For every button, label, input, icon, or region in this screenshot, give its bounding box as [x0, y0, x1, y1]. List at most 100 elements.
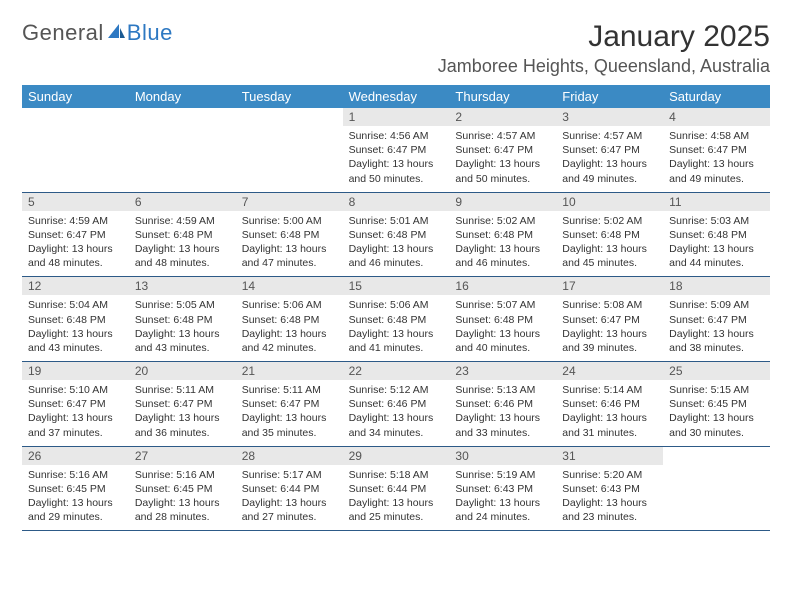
week-row: 19Sunrise: 5:10 AM Sunset: 6:47 PM Dayli… — [22, 362, 770, 447]
day-number: 4 — [663, 108, 770, 126]
day-detail: Sunrise: 5:06 AM Sunset: 6:48 PM Dayligh… — [236, 295, 343, 361]
day-header-wed: Wednesday — [343, 85, 450, 108]
day-cell: 7Sunrise: 5:00 AM Sunset: 6:48 PM Daylig… — [236, 193, 343, 277]
day-detail: Sunrise: 4:58 AM Sunset: 6:47 PM Dayligh… — [663, 126, 770, 192]
day-cell — [22, 108, 129, 192]
day-number: 5 — [22, 193, 129, 211]
day-cell: 2Sunrise: 4:57 AM Sunset: 6:47 PM Daylig… — [449, 108, 556, 192]
day-detail: Sunrise: 5:12 AM Sunset: 6:46 PM Dayligh… — [343, 380, 450, 446]
day-cell — [129, 108, 236, 192]
day-cell: 1Sunrise: 4:56 AM Sunset: 6:47 PM Daylig… — [343, 108, 450, 192]
day-cell: 9Sunrise: 5:02 AM Sunset: 6:48 PM Daylig… — [449, 193, 556, 277]
day-cell: 28Sunrise: 5:17 AM Sunset: 6:44 PM Dayli… — [236, 447, 343, 531]
day-cell: 5Sunrise: 4:59 AM Sunset: 6:47 PM Daylig… — [22, 193, 129, 277]
day-cell: 3Sunrise: 4:57 AM Sunset: 6:47 PM Daylig… — [556, 108, 663, 192]
day-number: 21 — [236, 362, 343, 380]
day-number: 12 — [22, 277, 129, 295]
day-cell: 13Sunrise: 5:05 AM Sunset: 6:48 PM Dayli… — [129, 277, 236, 361]
day-cell: 26Sunrise: 5:16 AM Sunset: 6:45 PM Dayli… — [22, 447, 129, 531]
day-number: 8 — [343, 193, 450, 211]
day-number: 25 — [663, 362, 770, 380]
day-number — [663, 447, 770, 465]
day-cell: 11Sunrise: 5:03 AM Sunset: 6:48 PM Dayli… — [663, 193, 770, 277]
day-number: 9 — [449, 193, 556, 211]
day-number: 24 — [556, 362, 663, 380]
day-header-sat: Saturday — [663, 85, 770, 108]
day-detail: Sunrise: 5:04 AM Sunset: 6:48 PM Dayligh… — [22, 295, 129, 361]
calendar: Sunday Monday Tuesday Wednesday Thursday… — [22, 85, 770, 531]
day-detail: Sunrise: 5:20 AM Sunset: 6:43 PM Dayligh… — [556, 465, 663, 531]
day-cell — [236, 108, 343, 192]
day-detail: Sunrise: 5:17 AM Sunset: 6:44 PM Dayligh… — [236, 465, 343, 531]
day-detail: Sunrise: 5:05 AM Sunset: 6:48 PM Dayligh… — [129, 295, 236, 361]
week-row: 5Sunrise: 4:59 AM Sunset: 6:47 PM Daylig… — [22, 193, 770, 278]
day-number: 30 — [449, 447, 556, 465]
day-detail: Sunrise: 5:15 AM Sunset: 6:45 PM Dayligh… — [663, 380, 770, 446]
day-header-thu: Thursday — [449, 85, 556, 108]
day-cell: 12Sunrise: 5:04 AM Sunset: 6:48 PM Dayli… — [22, 277, 129, 361]
day-cell: 29Sunrise: 5:18 AM Sunset: 6:44 PM Dayli… — [343, 447, 450, 531]
day-cell: 14Sunrise: 5:06 AM Sunset: 6:48 PM Dayli… — [236, 277, 343, 361]
day-detail: Sunrise: 5:11 AM Sunset: 6:47 PM Dayligh… — [129, 380, 236, 446]
day-number: 27 — [129, 447, 236, 465]
day-number: 14 — [236, 277, 343, 295]
day-number — [129, 108, 236, 126]
day-detail: Sunrise: 4:56 AM Sunset: 6:47 PM Dayligh… — [343, 126, 450, 192]
location: Jamboree Heights, Queensland, Australia — [438, 56, 770, 77]
logo-sail-icon — [106, 20, 126, 46]
day-detail: Sunrise: 5:03 AM Sunset: 6:48 PM Dayligh… — [663, 211, 770, 277]
day-detail: Sunrise: 5:09 AM Sunset: 6:47 PM Dayligh… — [663, 295, 770, 361]
day-number: 18 — [663, 277, 770, 295]
day-detail — [236, 126, 343, 182]
day-number: 28 — [236, 447, 343, 465]
day-detail: Sunrise: 5:00 AM Sunset: 6:48 PM Dayligh… — [236, 211, 343, 277]
day-cell: 18Sunrise: 5:09 AM Sunset: 6:47 PM Dayli… — [663, 277, 770, 361]
day-number: 2 — [449, 108, 556, 126]
day-number: 13 — [129, 277, 236, 295]
day-detail: Sunrise: 5:18 AM Sunset: 6:44 PM Dayligh… — [343, 465, 450, 531]
day-detail: Sunrise: 5:02 AM Sunset: 6:48 PM Dayligh… — [556, 211, 663, 277]
day-number: 16 — [449, 277, 556, 295]
week-row: 12Sunrise: 5:04 AM Sunset: 6:48 PM Dayli… — [22, 277, 770, 362]
day-number: 31 — [556, 447, 663, 465]
day-detail: Sunrise: 5:07 AM Sunset: 6:48 PM Dayligh… — [449, 295, 556, 361]
day-cell: 8Sunrise: 5:01 AM Sunset: 6:48 PM Daylig… — [343, 193, 450, 277]
day-number: 11 — [663, 193, 770, 211]
day-number — [236, 108, 343, 126]
day-detail: Sunrise: 4:57 AM Sunset: 6:47 PM Dayligh… — [556, 126, 663, 192]
day-number: 3 — [556, 108, 663, 126]
day-detail: Sunrise: 5:06 AM Sunset: 6:48 PM Dayligh… — [343, 295, 450, 361]
day-number: 20 — [129, 362, 236, 380]
day-detail: Sunrise: 5:16 AM Sunset: 6:45 PM Dayligh… — [22, 465, 129, 531]
day-detail: Sunrise: 4:59 AM Sunset: 6:48 PM Dayligh… — [129, 211, 236, 277]
week-row: 1Sunrise: 4:56 AM Sunset: 6:47 PM Daylig… — [22, 108, 770, 193]
day-cell: 17Sunrise: 5:08 AM Sunset: 6:47 PM Dayli… — [556, 277, 663, 361]
day-detail: Sunrise: 4:57 AM Sunset: 6:47 PM Dayligh… — [449, 126, 556, 192]
day-cell: 10Sunrise: 5:02 AM Sunset: 6:48 PM Dayli… — [556, 193, 663, 277]
day-detail — [22, 126, 129, 182]
day-cell: 31Sunrise: 5:20 AM Sunset: 6:43 PM Dayli… — [556, 447, 663, 531]
day-cell: 16Sunrise: 5:07 AM Sunset: 6:48 PM Dayli… — [449, 277, 556, 361]
month-title: January 2025 — [438, 20, 770, 54]
day-header-tue: Tuesday — [236, 85, 343, 108]
day-detail — [663, 465, 770, 521]
day-number: 7 — [236, 193, 343, 211]
week-row: 26Sunrise: 5:16 AM Sunset: 6:45 PM Dayli… — [22, 447, 770, 532]
header: GeneralBlue January 2025 Jamboree Height… — [22, 20, 770, 77]
day-number: 1 — [343, 108, 450, 126]
day-number: 23 — [449, 362, 556, 380]
day-cell: 30Sunrise: 5:19 AM Sunset: 6:43 PM Dayli… — [449, 447, 556, 531]
day-cell: 21Sunrise: 5:11 AM Sunset: 6:47 PM Dayli… — [236, 362, 343, 446]
day-cell: 19Sunrise: 5:10 AM Sunset: 6:47 PM Dayli… — [22, 362, 129, 446]
day-cell: 27Sunrise: 5:16 AM Sunset: 6:45 PM Dayli… — [129, 447, 236, 531]
logo: GeneralBlue — [22, 20, 173, 46]
day-header-sun: Sunday — [22, 85, 129, 108]
day-cell: 6Sunrise: 4:59 AM Sunset: 6:48 PM Daylig… — [129, 193, 236, 277]
day-number — [22, 108, 129, 126]
day-cell — [663, 447, 770, 531]
day-number: 19 — [22, 362, 129, 380]
day-detail: Sunrise: 5:01 AM Sunset: 6:48 PM Dayligh… — [343, 211, 450, 277]
day-number: 15 — [343, 277, 450, 295]
day-detail: Sunrise: 5:19 AM Sunset: 6:43 PM Dayligh… — [449, 465, 556, 531]
day-number: 6 — [129, 193, 236, 211]
